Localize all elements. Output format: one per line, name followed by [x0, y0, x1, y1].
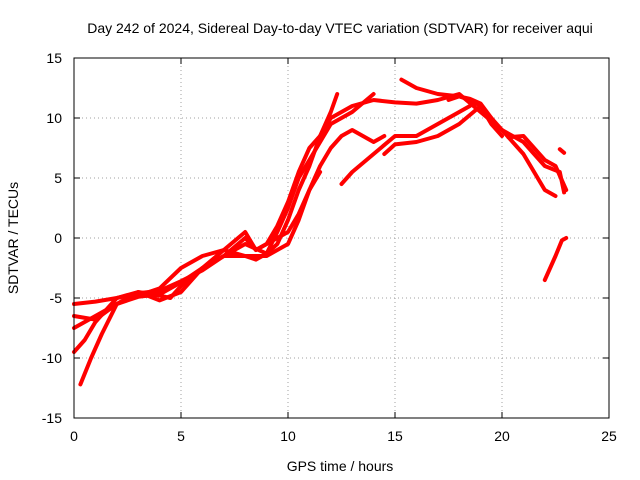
- y-tick-label: -10: [42, 350, 62, 366]
- data-track-3: [72, 92, 567, 322]
- data-track-7: [382, 104, 558, 198]
- data-track-5: [78, 170, 323, 387]
- y-tick-label: -15: [42, 410, 62, 426]
- x-tick-label: 10: [280, 428, 296, 444]
- data-track-10: [506, 134, 569, 192]
- y-axis-label: SDTVAR / TECUs: [5, 182, 21, 294]
- data-track-12: [557, 147, 567, 155]
- data-track-4: [72, 128, 387, 354]
- data-track-11: [542, 236, 569, 282]
- y-tick-label: 10: [46, 110, 62, 126]
- x-tick-label: 0: [70, 428, 78, 444]
- x-tick-label: 15: [387, 428, 403, 444]
- x-tick-label: 20: [494, 428, 510, 444]
- data-track-9: [446, 94, 494, 120]
- chart-title: Day 242 of 2024, Sidereal Day-to-day VTE…: [87, 20, 593, 36]
- y-tick-label: 15: [46, 50, 62, 66]
- x-tick-label: 25: [601, 428, 617, 444]
- x-tick-label: 5: [177, 428, 185, 444]
- y-tick-label: -5: [50, 290, 63, 306]
- data-track-6: [339, 104, 472, 186]
- plot-area: 0 5 10 15 20 25 -15 -10 -5 0 5 10 15: [42, 50, 617, 444]
- data-track-1: [72, 92, 340, 306]
- x-axis-label: GPS time / hours: [287, 458, 394, 474]
- y-tick-label: 0: [54, 230, 62, 246]
- data-track-2: [72, 92, 376, 330]
- y-tick-label: 5: [54, 170, 62, 186]
